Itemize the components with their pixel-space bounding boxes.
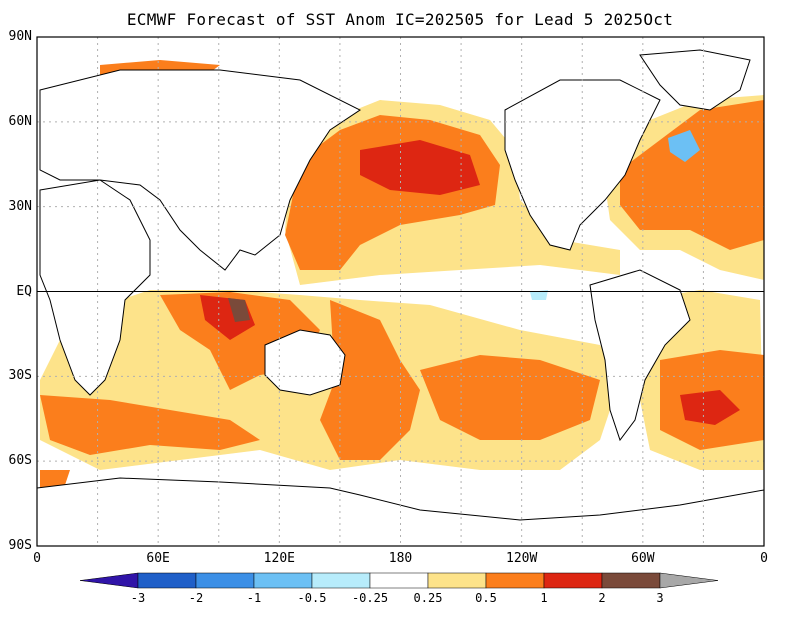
lon-label: 120W: [506, 551, 538, 566]
colorbar-arrow-high: [659, 572, 719, 589]
lat-label: 90N: [8, 29, 32, 44]
lat-label: 90S: [8, 538, 32, 553]
landmass-australia: [264, 329, 346, 396]
anomaly-lightblue-pacific: [530, 290, 548, 300]
colorbar-segment: [311, 572, 371, 589]
lat-label: 30S: [8, 368, 32, 384]
colorbar-segment: [369, 572, 429, 589]
colorbar-arrow-low: [79, 572, 139, 589]
colorbar-label: -2: [188, 591, 204, 605]
lat-label: EQ: [16, 283, 32, 299]
colorbar-segment: [427, 572, 487, 589]
lat-label: 30N: [8, 198, 32, 214]
lon-label: 0: [33, 551, 41, 566]
colorbar-label: 2: [598, 591, 606, 605]
anomaly-orange-north-atlantic: [620, 100, 764, 250]
anomaly-red-south-atlantic: [680, 390, 740, 425]
landmass-europe-asia: [39, 69, 361, 271]
lon-label: 60W: [631, 551, 655, 566]
colorbar-segment: [137, 572, 197, 589]
colorbar-label: -3: [130, 591, 146, 605]
anomaly-brown-maritime: [228, 298, 250, 322]
anomaly-orange-tasman: [320, 300, 420, 460]
colorbar-segment: [253, 572, 313, 589]
colorbar-segment: [543, 572, 603, 589]
lon-label: 180: [388, 551, 413, 566]
colorbar-label: -0.25: [351, 591, 389, 605]
map-frame: [36, 36, 765, 547]
grid-lines: [37, 37, 764, 546]
colorbar: [79, 572, 719, 589]
colorbar-segment: [485, 572, 545, 589]
lon-label: 0: [760, 551, 768, 566]
anomaly-orange-south-indian: [40, 395, 260, 455]
colorbar-segment: [195, 572, 255, 589]
colorbar-label: -0.5: [297, 591, 327, 605]
anomaly-field: [37, 49, 764, 546]
colorbar-label: 0.5: [475, 591, 497, 605]
colorbar-label: 0.25: [413, 591, 443, 605]
anomaly-blue-north-atlantic: [668, 130, 700, 162]
map-title: ECMWF Forecast of SST Anom IC=202505 for…: [126, 10, 674, 29]
colorbar-label: -1: [246, 591, 262, 605]
lat-label: 60S: [8, 453, 32, 469]
anomaly-orange-southern-ocean: [40, 470, 70, 488]
landmass-south-america: [589, 269, 691, 442]
anomaly-red-north-pacific: [360, 140, 480, 195]
lon-label: 60E: [146, 551, 170, 566]
lon-label: 120E: [263, 551, 295, 566]
colorbar-segment: [601, 572, 661, 589]
landmass-greenland: [639, 49, 751, 111]
colorbar-label: 1: [540, 591, 548, 605]
lat-label: 60N: [8, 113, 32, 129]
colorbar-label: 3: [656, 591, 664, 605]
